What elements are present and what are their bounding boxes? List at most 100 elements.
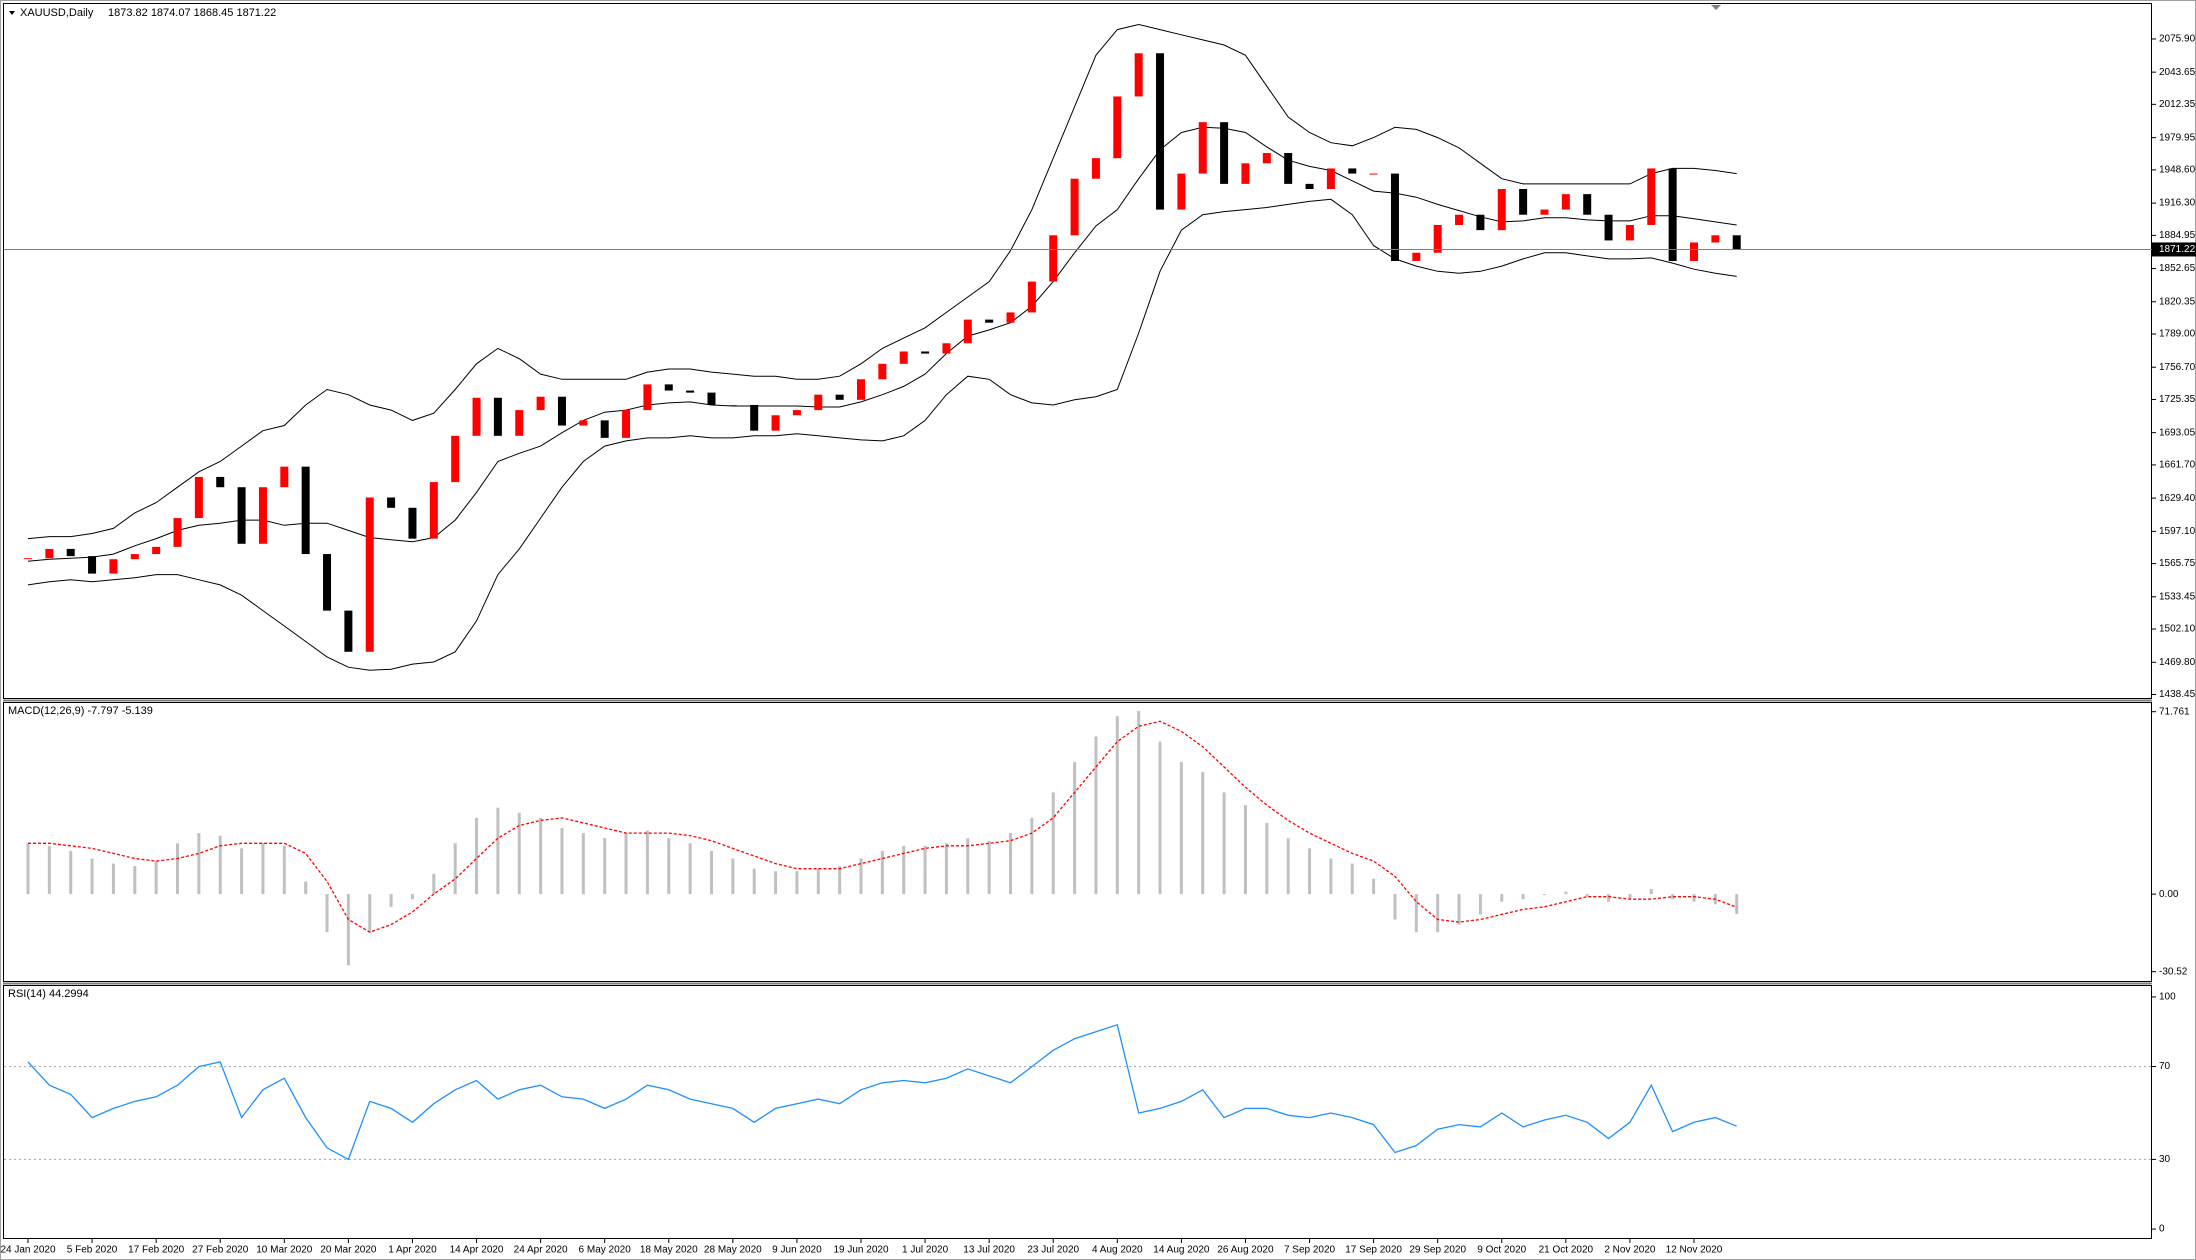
y-tick-label: 2012.35 [2159, 99, 2196, 110]
symbol-menu-arrow[interactable] [9, 11, 15, 15]
macd-bar [1414, 894, 1418, 933]
macd-bar [1478, 894, 1482, 915]
rsi-line [27, 1023, 1737, 1161]
candle [1369, 173, 1378, 175]
macd-bar [496, 807, 500, 895]
y-tick-label: 100 [2159, 992, 2176, 1003]
macd-bar [47, 845, 51, 895]
x-tick-label: 14 Apr 2020 [450, 1245, 504, 1256]
macd-bar [1265, 822, 1269, 895]
candle [728, 404, 737, 406]
x-tick-label: 24 Jan 2020 [0, 1245, 55, 1256]
macd-bar [774, 871, 778, 895]
macd-bar [1585, 894, 1589, 897]
candle [622, 410, 631, 438]
y-tick-label: 2075.90 [2159, 34, 2196, 45]
candle [792, 410, 801, 416]
macd-bar [69, 850, 73, 895]
candle [451, 435, 460, 483]
x-tick-label: 21 Oct 2020 [1539, 1245, 1594, 1256]
y-tick-label: 1884.95 [2159, 230, 2196, 241]
ohlc-values: 1873.82 1874.07 1868.45 1871.22 [108, 7, 276, 19]
candle [664, 384, 673, 391]
last-price-box [2152, 242, 2196, 257]
macd-bar [859, 858, 863, 895]
y-tick-label: 1756.70 [2159, 362, 2196, 373]
candle [66, 548, 75, 557]
candle [536, 396, 545, 411]
macd-bar [709, 850, 713, 895]
y-tick-label: 0.00 [2159, 889, 2179, 900]
macd-bar [1243, 805, 1247, 895]
x-tick-label: 5 Feb 2020 [67, 1245, 118, 1256]
bollinger-middle [27, 126, 1737, 562]
candle [600, 420, 609, 438]
shift-marker[interactable] [1711, 5, 1721, 10]
candle [1690, 242, 1698, 261]
macd-bar [902, 845, 906, 895]
x-tick-label: 4 Aug 2020 [1092, 1245, 1143, 1256]
candle [1455, 214, 1464, 226]
candle [216, 476, 225, 488]
y-tick-label: 1438.45 [2159, 689, 2196, 700]
signal-line [28, 720, 1737, 933]
candle [258, 487, 267, 544]
y-tick-label: 1789.00 [2159, 329, 2196, 340]
y-tick-label: 1979.95 [2159, 132, 2196, 143]
candle [1561, 194, 1570, 210]
candle [194, 476, 203, 519]
price-pane [3, 3, 2152, 699]
macd-bar [111, 863, 115, 895]
macd-bar [453, 843, 457, 895]
macd-bar [1628, 894, 1632, 900]
macd-bar [752, 868, 756, 895]
macd-bar [517, 812, 521, 895]
x-tick-label: 9 Oct 2020 [1477, 1245, 1526, 1256]
x-tick-label: 10 Mar 2020 [256, 1245, 313, 1256]
y-tick-label: 1597.10 [2159, 526, 2196, 537]
candle [750, 404, 759, 431]
macd-bar [1500, 894, 1504, 902]
macd-bar [1735, 894, 1739, 914]
candle [1348, 168, 1357, 174]
macd-bar [944, 843, 948, 895]
candle [1625, 225, 1634, 241]
x-tick-label: 18 May 2020 [640, 1245, 698, 1256]
candle [835, 394, 844, 400]
candle [237, 487, 246, 544]
chart-title: XAUUSD,Daily [20, 7, 94, 19]
x-tick-label: 17 Sep 2020 [1345, 1245, 1402, 1256]
candle [771, 415, 780, 431]
candle [707, 392, 716, 405]
macd-title: MACD(12,26,9) -7.797 -5.139 [8, 705, 153, 717]
candle [1433, 225, 1442, 253]
candle [408, 507, 417, 539]
candle [1390, 173, 1399, 261]
candle [1540, 209, 1549, 215]
macd-bar [795, 871, 799, 895]
macd-bar [1201, 772, 1205, 895]
y-tick-label: 1948.60 [2159, 165, 2196, 176]
y-tick-label: 1533.45 [2159, 591, 2196, 602]
candle [1241, 163, 1250, 184]
candle [1732, 235, 1741, 250]
y-tick-label: 0 [2159, 1224, 2165, 1235]
macd-bar [1564, 891, 1568, 895]
rsi-pane [3, 985, 2152, 1239]
y-tick-label: 1820.35 [2159, 296, 2196, 307]
candle [1070, 178, 1079, 236]
macd-bar [26, 843, 30, 895]
macd-bar [432, 873, 436, 895]
x-tick-label: 13 Jul 2020 [963, 1245, 1015, 1256]
macd-bar [966, 838, 970, 895]
macd-bar [1671, 894, 1675, 900]
x-tick-label: 9 Jun 2020 [772, 1245, 822, 1256]
macd-bar [1350, 863, 1354, 895]
y-tick-label: 1661.70 [2159, 460, 2196, 471]
macd-bar [1094, 736, 1098, 895]
candle [1326, 168, 1335, 190]
bollinger-lower [27, 198, 1737, 671]
macd-bar [261, 843, 265, 895]
